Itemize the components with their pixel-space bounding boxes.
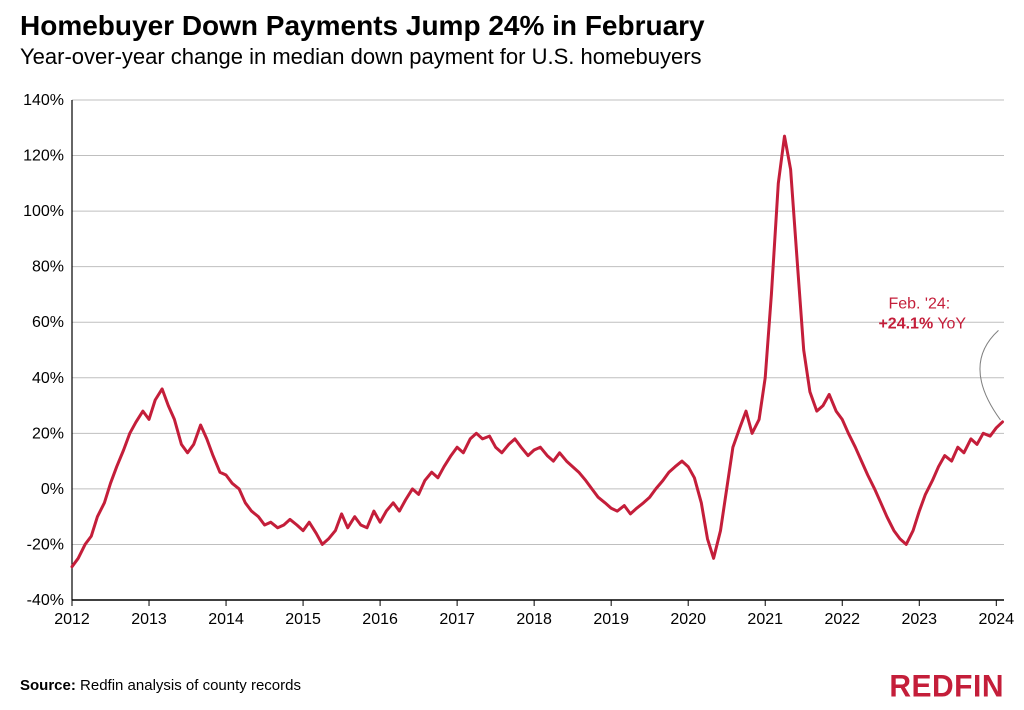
x-tick-label: 2014 [208, 611, 244, 628]
y-tick-label: 0% [41, 481, 64, 498]
x-tick-label: 2024 [979, 611, 1015, 628]
y-tick-label: 140% [23, 92, 64, 109]
y-tick-label: 120% [23, 148, 64, 165]
x-tick-label: 2019 [593, 611, 629, 628]
annotation-leader [980, 330, 1001, 420]
y-tick-label: 40% [32, 370, 64, 387]
y-tick-label: 80% [32, 259, 64, 276]
y-tick-label: -20% [27, 536, 64, 553]
redfin-logo: REDFIN [889, 669, 1004, 705]
y-tick-label: 60% [32, 314, 64, 331]
x-tick-label: 2013 [131, 611, 167, 628]
chart-title: Homebuyer Down Payments Jump 24% in Febr… [20, 10, 705, 42]
x-tick-label: 2018 [516, 611, 552, 628]
x-tick-label: 2016 [362, 611, 398, 628]
data-line [72, 136, 1003, 567]
source-label: Source: [20, 677, 76, 694]
chart-svg: -40% -20% 0% 20% 40% 60% 80% 100% 120% 140% 2012 20… [0, 80, 1024, 640]
x-tick-label: 2015 [285, 611, 321, 628]
x-tick-label: 2022 [824, 611, 860, 628]
x-tick-label: 2023 [901, 611, 937, 628]
annotation-line1: Feb. '24: [888, 295, 950, 312]
x-tick-label: 2017 [439, 611, 475, 628]
x-tick-label: 2012 [54, 611, 90, 628]
x-tick-label: 2020 [670, 611, 706, 628]
x-tick-label: 2021 [747, 611, 783, 628]
chart-subtitle: Year-over-year change in median down pay… [20, 44, 702, 70]
source-footer: Source: Redfin analysis of county record… [20, 677, 301, 694]
y-tick-label: 20% [32, 425, 64, 442]
y-tick-label: -40% [27, 592, 64, 609]
source-text: Redfin analysis of county records [80, 677, 301, 694]
chart-container: Homebuyer Down Payments Jump 24% in Febr… [0, 0, 1024, 710]
annotation-line2: +24.1% YoY [878, 315, 966, 332]
y-tick-label: 100% [23, 203, 64, 220]
chart-plot-area: -40% -20% 0% 20% 40% 60% 80% 100% 120% 140% 2012 20… [0, 80, 1024, 640]
